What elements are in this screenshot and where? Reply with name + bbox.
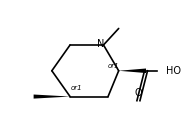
Text: O: O: [135, 88, 142, 98]
Polygon shape: [119, 68, 146, 73]
Text: or1: or1: [107, 63, 119, 69]
Polygon shape: [34, 94, 70, 99]
Text: N: N: [97, 39, 104, 49]
Text: or1: or1: [71, 85, 83, 91]
Text: HO: HO: [166, 66, 181, 76]
